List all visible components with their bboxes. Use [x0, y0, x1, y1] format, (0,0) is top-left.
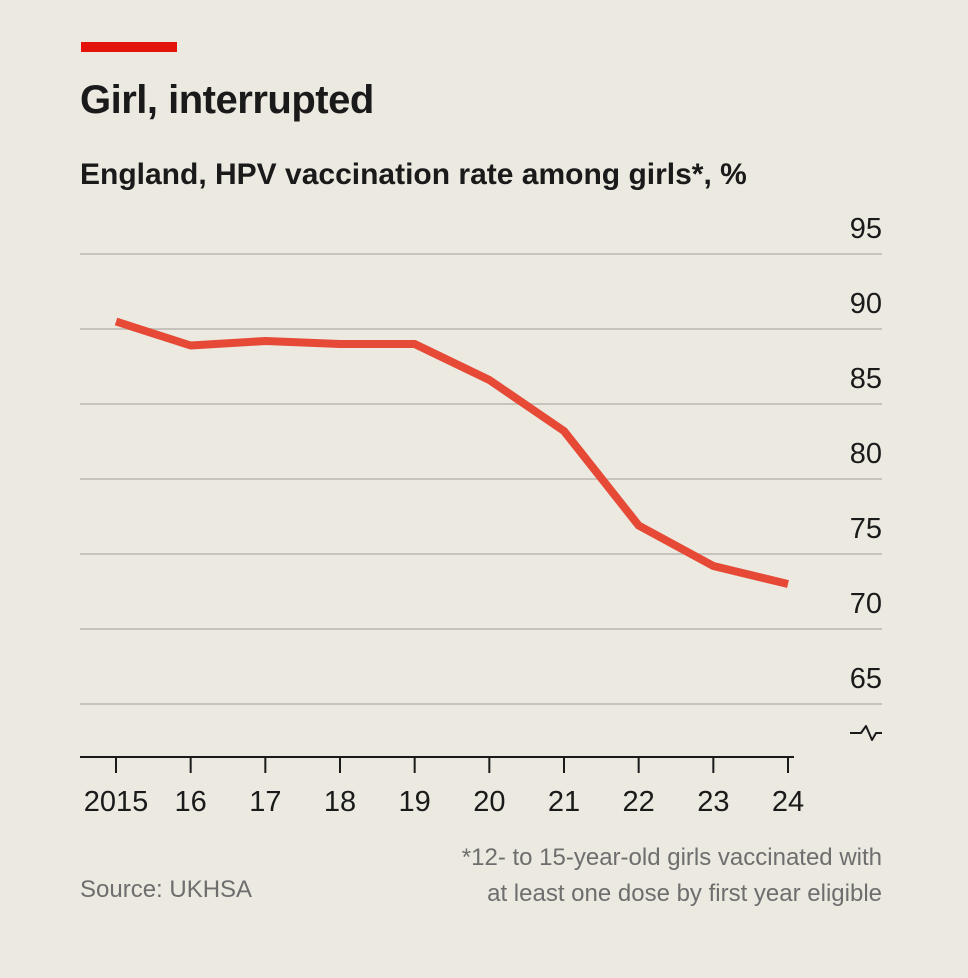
y-tick-label-90: 90	[850, 288, 882, 320]
x-tick-label-17: 17	[249, 786, 281, 818]
y-tick-labels: 95 90 85 80 75 70 65	[850, 213, 882, 695]
axis-break-icon	[850, 725, 882, 741]
y-tick-label-95: 95	[850, 213, 882, 245]
footnote-line-2: at least one dose by first year eligible	[487, 880, 882, 907]
x-axis	[80, 756, 794, 773]
x-tick-label-16: 16	[175, 786, 207, 818]
x-tick-label-21: 21	[548, 786, 580, 818]
x-tick-label-23: 23	[697, 786, 729, 818]
axis-break-icon	[850, 725, 882, 741]
y-tick-label-75: 75	[850, 513, 882, 545]
y-tick-label-80: 80	[850, 438, 882, 470]
chart-title: Girl, interrupted	[80, 78, 374, 122]
series-line-0	[114, 317, 789, 588]
x-tick-label-24: 24	[772, 786, 804, 818]
y-tick-label-70: 70	[850, 588, 882, 620]
x-tick-labels: 2015 16 17 18 19 20 21 22 23 24	[84, 786, 804, 818]
source-note: Source: UKHSA	[80, 876, 253, 903]
x-tick-label-18: 18	[324, 786, 356, 818]
gridlines	[80, 253, 882, 705]
y-tick-label-65: 65	[850, 663, 882, 695]
footnote: *12- to 15-year-old girls vaccinated wit…	[322, 840, 882, 912]
x-tick-label-2015: 2015	[84, 786, 149, 818]
accent-bar	[81, 42, 177, 52]
y-tick-label-85: 85	[850, 363, 882, 395]
chart-subtitle: England, HPV vaccination rate among girl…	[80, 158, 747, 191]
footnote-line-1: *12- to 15-year-old girls vaccinated wit…	[461, 844, 882, 871]
x-tick-label-19: 19	[399, 786, 431, 818]
x-tick-label-20: 20	[473, 786, 505, 818]
series-layer	[114, 317, 789, 588]
x-tick-label-22: 22	[623, 786, 655, 818]
